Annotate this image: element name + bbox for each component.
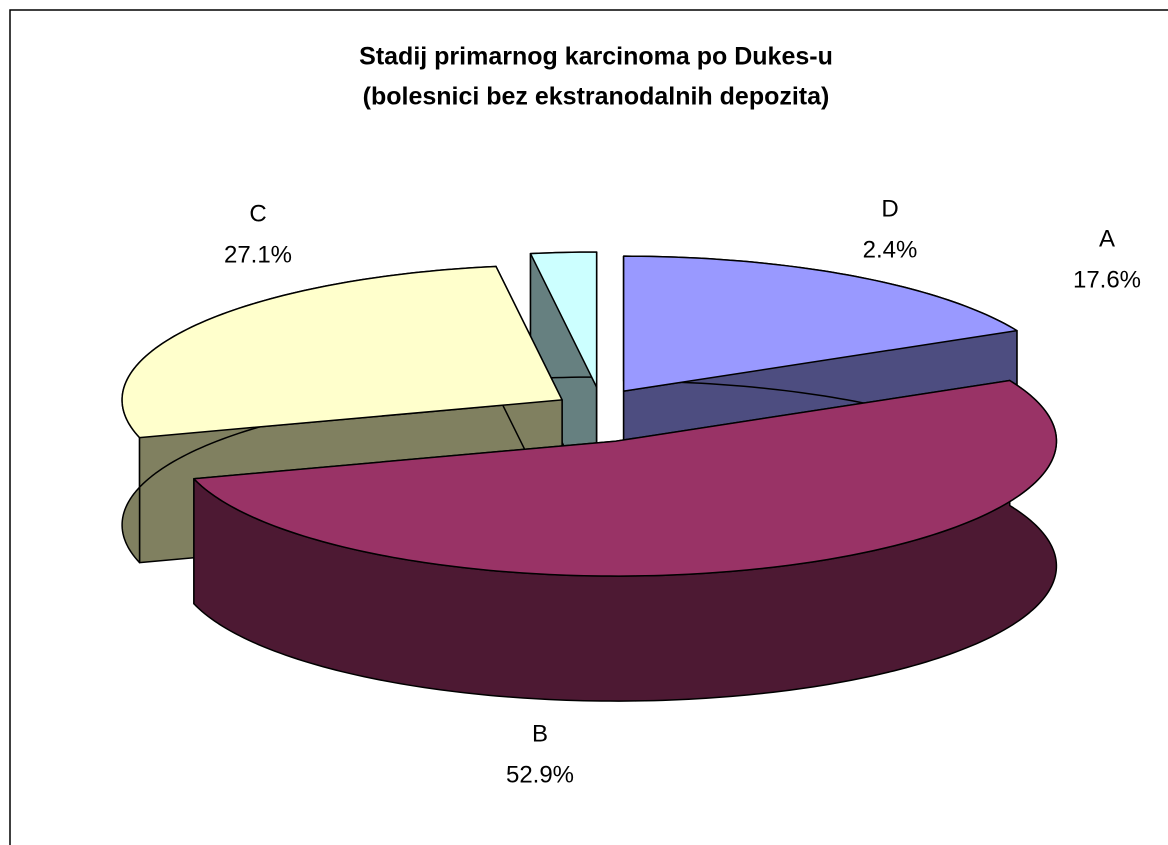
slice bbox=[121, 265, 563, 439]
slice bbox=[529, 251, 598, 388]
chart-title: Stadij primarnog karcinoma po Dukes-u bbox=[359, 43, 833, 71]
slice-value-label: 2.4% bbox=[863, 236, 918, 263]
chart-subtitle: (bolesnici bez ekstranodalnih depozita) bbox=[363, 83, 830, 111]
slice-value-label: 27.1% bbox=[224, 241, 292, 268]
slice-label: D bbox=[881, 195, 898, 222]
slice-value-label: 52.9% bbox=[506, 761, 574, 788]
slice-value-label: 17.6% bbox=[1073, 266, 1141, 293]
slice-label: C bbox=[249, 200, 266, 227]
slice bbox=[622, 255, 1018, 392]
slice bbox=[193, 379, 1058, 577]
slice-label: B bbox=[532, 720, 548, 747]
slice-label: A bbox=[1099, 225, 1115, 252]
